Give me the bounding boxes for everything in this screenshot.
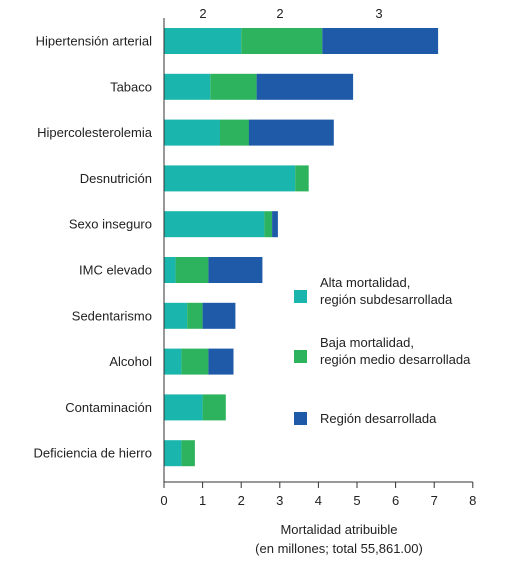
bar-segment-6-series-2	[175, 257, 209, 283]
bar-segment-6-series-1	[164, 257, 176, 283]
category-label-1: Hipertensión arterial	[36, 34, 152, 49]
bar-segment-1-series-2	[241, 28, 323, 54]
x-tick-label-3: 3	[276, 493, 283, 508]
bar-segment-5-series-2	[264, 211, 273, 238]
top-label-3: 3	[375, 6, 382, 21]
top-label-1: 2	[199, 6, 206, 21]
legend-label-1-line1: Alta mortalidad,	[320, 275, 410, 290]
x-axis: 0 1 2 3 4 5 6 7 8	[160, 18, 476, 508]
legend-label-2-line1: Baja mortalidad,	[320, 335, 414, 350]
category-label-10: Deficiencia de hierro	[33, 446, 152, 461]
x-tick-label-5: 5	[353, 493, 360, 508]
bar-segment-9-series-2	[202, 394, 226, 421]
top-labels: 2 2 3	[199, 6, 382, 21]
bar-segment-10-series-2	[181, 440, 195, 467]
legend-label-3-line1: Región desarrollada	[320, 411, 437, 426]
bar-segment-3-series-1	[164, 119, 220, 146]
legend-label-1-line2: región subdesarrollada	[320, 292, 453, 307]
bar-segment-7-series-2	[187, 302, 203, 329]
legend-swatch-1	[294, 290, 307, 303]
category-label-6: IMC elevado	[79, 263, 152, 278]
bar-segment-2-series-2	[210, 73, 257, 100]
bar-segment-1-series-3	[322, 28, 439, 54]
bar-segment-8-series-2	[181, 348, 209, 375]
bar-segment-4-series-2	[295, 165, 309, 192]
bar-segment-3-series-3	[248, 119, 334, 146]
x-tick-label-8: 8	[469, 493, 476, 508]
bar-segment-2-series-1	[164, 73, 211, 100]
x-tick-label-4: 4	[315, 493, 322, 508]
top-label-2: 2	[276, 6, 283, 21]
category-label-2: Tabaco	[110, 79, 152, 94]
x-tick-label-2: 2	[238, 493, 245, 508]
legend-swatch-3	[294, 412, 307, 425]
bar-segment-7-series-1	[164, 302, 188, 329]
bar-segment-3-series-2	[220, 119, 249, 146]
bar-segment-2-series-3	[256, 73, 354, 100]
x-axis-title-line1: Mortalidad atribuible	[280, 522, 397, 537]
bar-segment-7-series-3	[202, 302, 236, 329]
category-label-3: Hipercolesterolemia	[37, 125, 153, 140]
category-labels: Hipertensión arterial Tabaco Hipercolester…	[33, 34, 152, 461]
bar-segment-4-series-1	[164, 165, 296, 192]
x-axis-title-line2: (en millones; total 55,861.00)	[255, 541, 423, 556]
legend-label-2-line2: región medio desarrollada	[320, 352, 471, 367]
bar-segment-8-series-1	[164, 348, 182, 375]
bar-segment-10-series-1	[164, 440, 182, 467]
bar-segment-9-series-1	[164, 394, 203, 421]
category-label-8: Alcohol	[109, 354, 152, 369]
bar-segment-5-series-3	[272, 211, 278, 238]
category-label-7: Sedentarismo	[72, 308, 152, 323]
legend-swatch-2	[294, 350, 307, 363]
category-label-4: Desnutrición	[80, 171, 152, 186]
x-tick-label-7: 7	[431, 493, 438, 508]
category-label-5: Sexo inseguro	[69, 217, 152, 232]
x-tick-label-0: 0	[160, 493, 167, 508]
bar-segment-5-series-1	[164, 211, 265, 238]
category-label-9: Contaminación	[65, 400, 152, 415]
legend: Alta mortalidad, región subdesarrollada Ba…	[294, 275, 471, 426]
x-tick-label-1: 1	[199, 493, 206, 508]
x-tick-label-6: 6	[392, 493, 399, 508]
bars-group	[164, 28, 439, 467]
x-axis-title: Mortalidad atribuible (en millones; tota…	[255, 522, 423, 556]
bar-segment-6-series-3	[208, 257, 263, 283]
bar-segment-8-series-3	[208, 348, 234, 375]
bar-segment-1-series-1	[164, 28, 242, 54]
